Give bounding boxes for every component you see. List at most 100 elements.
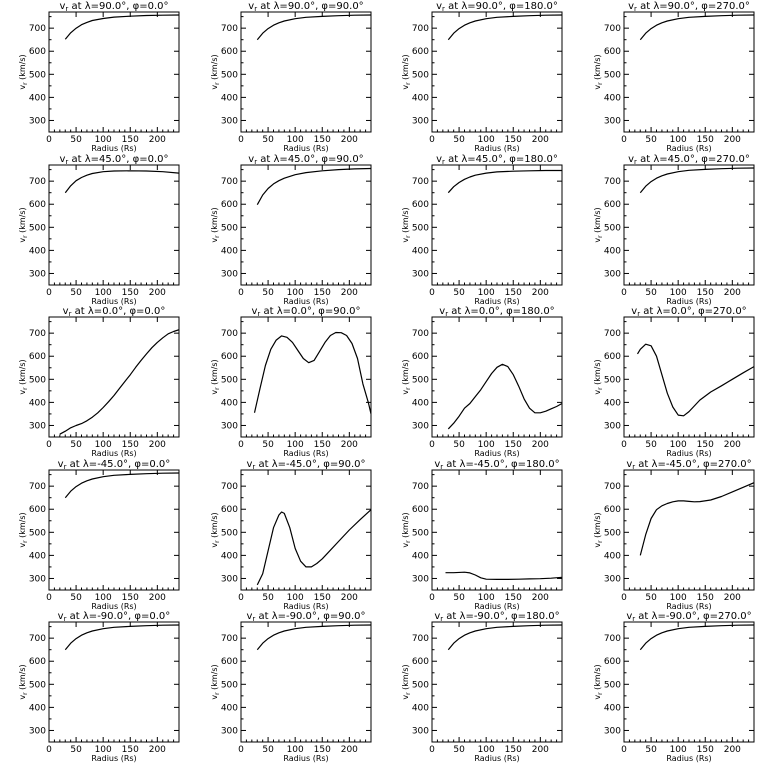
x-tick-label: 150 [697,593,714,603]
y-tick-label: 600 [221,657,238,667]
y-axis-label: vr (km/s) [593,359,604,394]
x-tick-label: 200 [724,440,741,450]
x-tick-label: 200 [341,135,358,145]
x-tick-label: 150 [697,440,714,450]
x-tick-label: 0 [429,593,435,603]
x-tick-label: 50 [70,135,82,145]
x-tick-label: 150 [505,593,522,603]
x-tick-label: 200 [149,288,166,298]
series-line [64,472,179,499]
plot-frame [623,164,755,286]
y-tick-label: 300 [412,574,429,584]
x-tick-label: 0 [621,135,627,145]
x-axis-label: Radius (Rs) [666,144,711,153]
panel-title: vr at λ=-90.0°, φ=90.0° [247,611,366,623]
x-axis-label: Radius (Rs) [283,602,328,611]
x-tick-label: 50 [453,593,465,603]
x-tick-label: 100 [287,440,304,450]
y-tick-label: 700 [221,329,238,339]
y-tick-label: 300 [221,116,238,126]
y-tick-label: 400 [29,551,46,561]
x-tick-label: 100 [95,745,112,755]
y-tick-label: 500 [221,375,238,385]
y-tick-label: 500 [412,680,429,690]
plot-frame [48,469,180,591]
y-tick-label: 700 [412,177,429,187]
series-line [64,14,179,40]
y-tick-label: 300 [604,421,621,431]
y-tick-label: 400 [412,551,429,561]
y-tick-label: 300 [412,116,429,126]
plot-frame [240,11,372,133]
y-tick-label: 400 [29,398,46,408]
x-axis-label: Radius (Rs) [283,297,328,306]
y-tick-label: 500 [29,680,46,690]
y-tick-label: 500 [604,375,621,385]
x-tick-label: 50 [453,288,465,298]
x-tick-label: 50 [70,440,82,450]
panel-title: vr at λ=-90.0°, φ=0.0° [58,611,171,623]
panel-10: vr at λ=0.0°, φ=90.0° 0 50 100 150 200 300 400 5… [210,306,372,458]
y-tick-label: 300 [412,269,429,279]
x-axis-label: Radius (Rs) [666,602,711,611]
plot-frame [240,164,372,286]
x-tick-label: 150 [122,135,139,145]
x-axis-label: Radius (Rs) [91,144,136,153]
panel-title: vr at λ=90.0°, φ=0.0° [59,1,168,13]
x-tick-label: 200 [149,745,166,755]
panel-11: vr at λ=0.0°, φ=180.0° 0 50 100 150 200 300 400… [401,306,563,458]
x-tick-label: 100 [95,440,112,450]
y-tick-label: 400 [29,93,46,103]
y-tick-label: 700 [29,482,46,492]
panel-title: vr at λ=90.0°, φ=270.0° [628,1,750,13]
x-tick-label: 100 [287,288,304,298]
x-tick-label: 200 [149,135,166,145]
panel-6: vr at λ=45.0°, φ=90.0° 0 50 100 150 200 300 400… [210,154,372,306]
x-axis-label: Radius (Rs) [474,602,519,611]
x-tick-label: 200 [532,745,549,755]
x-tick-label: 200 [532,288,549,298]
panel-title: vr at λ=-45.0°, φ=0.0° [58,459,171,471]
y-tick-label: 500 [412,70,429,80]
plot-frame [48,11,180,133]
plot-frame [623,316,755,438]
panel-13: vr at λ=-45.0°, φ=0.0° 0 50 100 150 200 300 400… [18,459,180,611]
x-axis-label: Radius (Rs) [283,754,328,763]
y-tick-label: 700 [29,177,46,187]
panel-title: vr at λ=45.0°, φ=180.0° [436,154,558,166]
x-tick-label: 100 [670,288,687,298]
y-tick-label: 600 [412,505,429,515]
y-tick-label: 700 [221,482,238,492]
x-tick-label: 150 [314,440,331,450]
x-tick-label: 150 [122,440,139,450]
x-tick-label: 0 [238,135,244,145]
series-line [256,624,371,651]
y-tick-label: 400 [604,246,621,256]
series-line [447,624,562,651]
panel-title: vr at λ=90.0°, φ=180.0° [436,1,558,13]
y-tick-label: 500 [221,70,238,80]
x-tick-label: 100 [287,593,304,603]
plot-frame [431,316,563,438]
y-tick-label: 600 [221,505,238,515]
y-axis-label: vr (km/s) [18,359,29,394]
y-axis-label: vr (km/s) [210,664,221,699]
x-axis-label: Radius (Rs) [474,297,519,306]
x-tick-label: 150 [697,745,714,755]
series-line [256,14,371,41]
y-tick-label: 300 [221,726,238,736]
y-tick-label: 500 [221,528,238,538]
y-tick-label: 300 [221,574,238,584]
series-line [447,363,562,430]
panel-19: vr at λ=-90.0°, φ=180.0° 0 50 100 150 200 300 4… [401,611,563,763]
x-tick-label: 200 [149,440,166,450]
series-line [59,329,179,435]
x-axis-label: Radius (Rs) [283,144,328,153]
y-tick-label: 300 [604,574,621,584]
x-tick-label: 0 [621,440,627,450]
y-axis-label: vr (km/s) [401,664,412,699]
x-tick-label: 100 [95,288,112,298]
x-axis-label: Radius (Rs) [474,144,519,153]
panel-title: vr at λ=-45.0°, φ=90.0° [247,459,366,471]
